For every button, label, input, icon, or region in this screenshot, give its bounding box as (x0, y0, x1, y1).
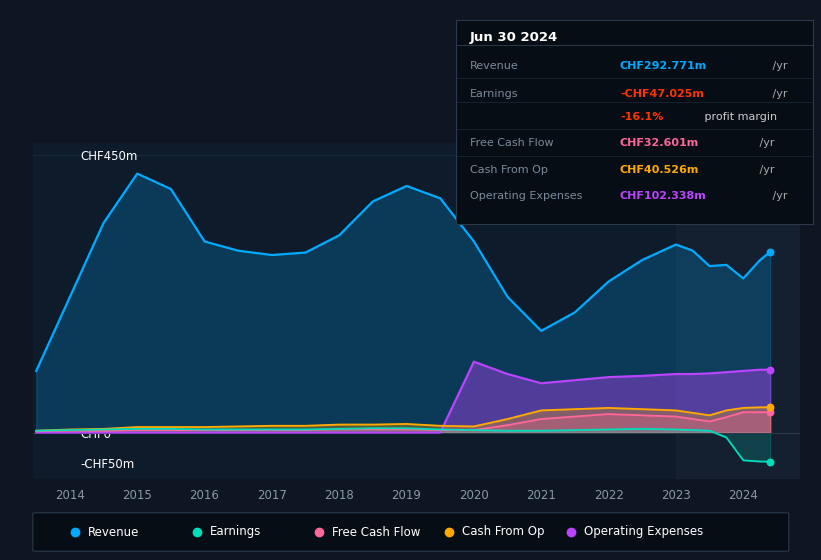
Text: Revenue: Revenue (470, 60, 519, 71)
Text: Free Cash Flow: Free Cash Flow (470, 138, 553, 148)
Point (764, 365, 777, 374)
Text: CHF40.526m: CHF40.526m (620, 165, 699, 175)
Text: Cash From Op: Cash From Op (470, 165, 548, 175)
Text: /yr: /yr (769, 89, 787, 99)
Bar (676, 143, 804, 479)
Point (764, 403, 777, 412)
Text: profit margin: profit margin (701, 111, 777, 122)
Point (764, 248, 777, 256)
Point (764, 457, 777, 466)
Text: /yr: /yr (755, 165, 774, 175)
Text: Operating Expenses: Operating Expenses (584, 525, 704, 539)
Text: Cash From Op: Cash From Op (462, 525, 544, 539)
Point (764, 408, 777, 417)
Text: /yr: /yr (769, 60, 787, 71)
Text: -16.1%: -16.1% (620, 111, 663, 122)
Text: CHF102.338m: CHF102.338m (620, 192, 707, 202)
FancyBboxPatch shape (33, 513, 789, 551)
Text: CHF32.601m: CHF32.601m (620, 138, 699, 148)
Text: Earnings: Earnings (210, 525, 261, 539)
Text: Free Cash Flow: Free Cash Flow (333, 525, 420, 539)
Text: -CHF47.025m: -CHF47.025m (620, 89, 704, 99)
Text: /yr: /yr (755, 138, 774, 148)
Text: Operating Expenses: Operating Expenses (470, 192, 582, 202)
Text: Revenue: Revenue (88, 525, 140, 539)
Text: /yr: /yr (769, 192, 787, 202)
Text: Earnings: Earnings (470, 89, 518, 99)
Text: CHF292.771m: CHF292.771m (620, 60, 707, 71)
Text: Jun 30 2024: Jun 30 2024 (470, 31, 558, 44)
